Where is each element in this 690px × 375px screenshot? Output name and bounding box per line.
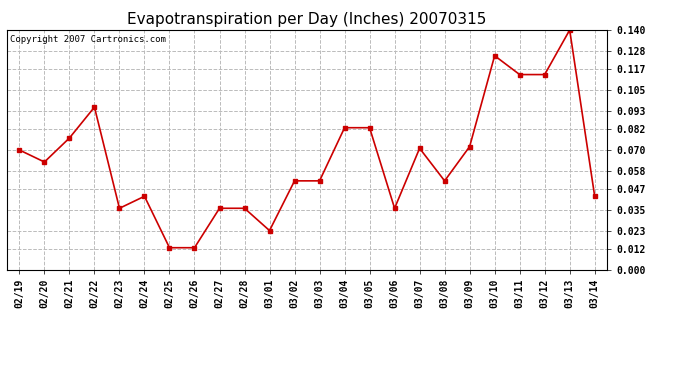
Text: Copyright 2007 Cartronics.com: Copyright 2007 Cartronics.com [10,35,166,44]
Title: Evapotranspiration per Day (Inches) 20070315: Evapotranspiration per Day (Inches) 2007… [128,12,486,27]
